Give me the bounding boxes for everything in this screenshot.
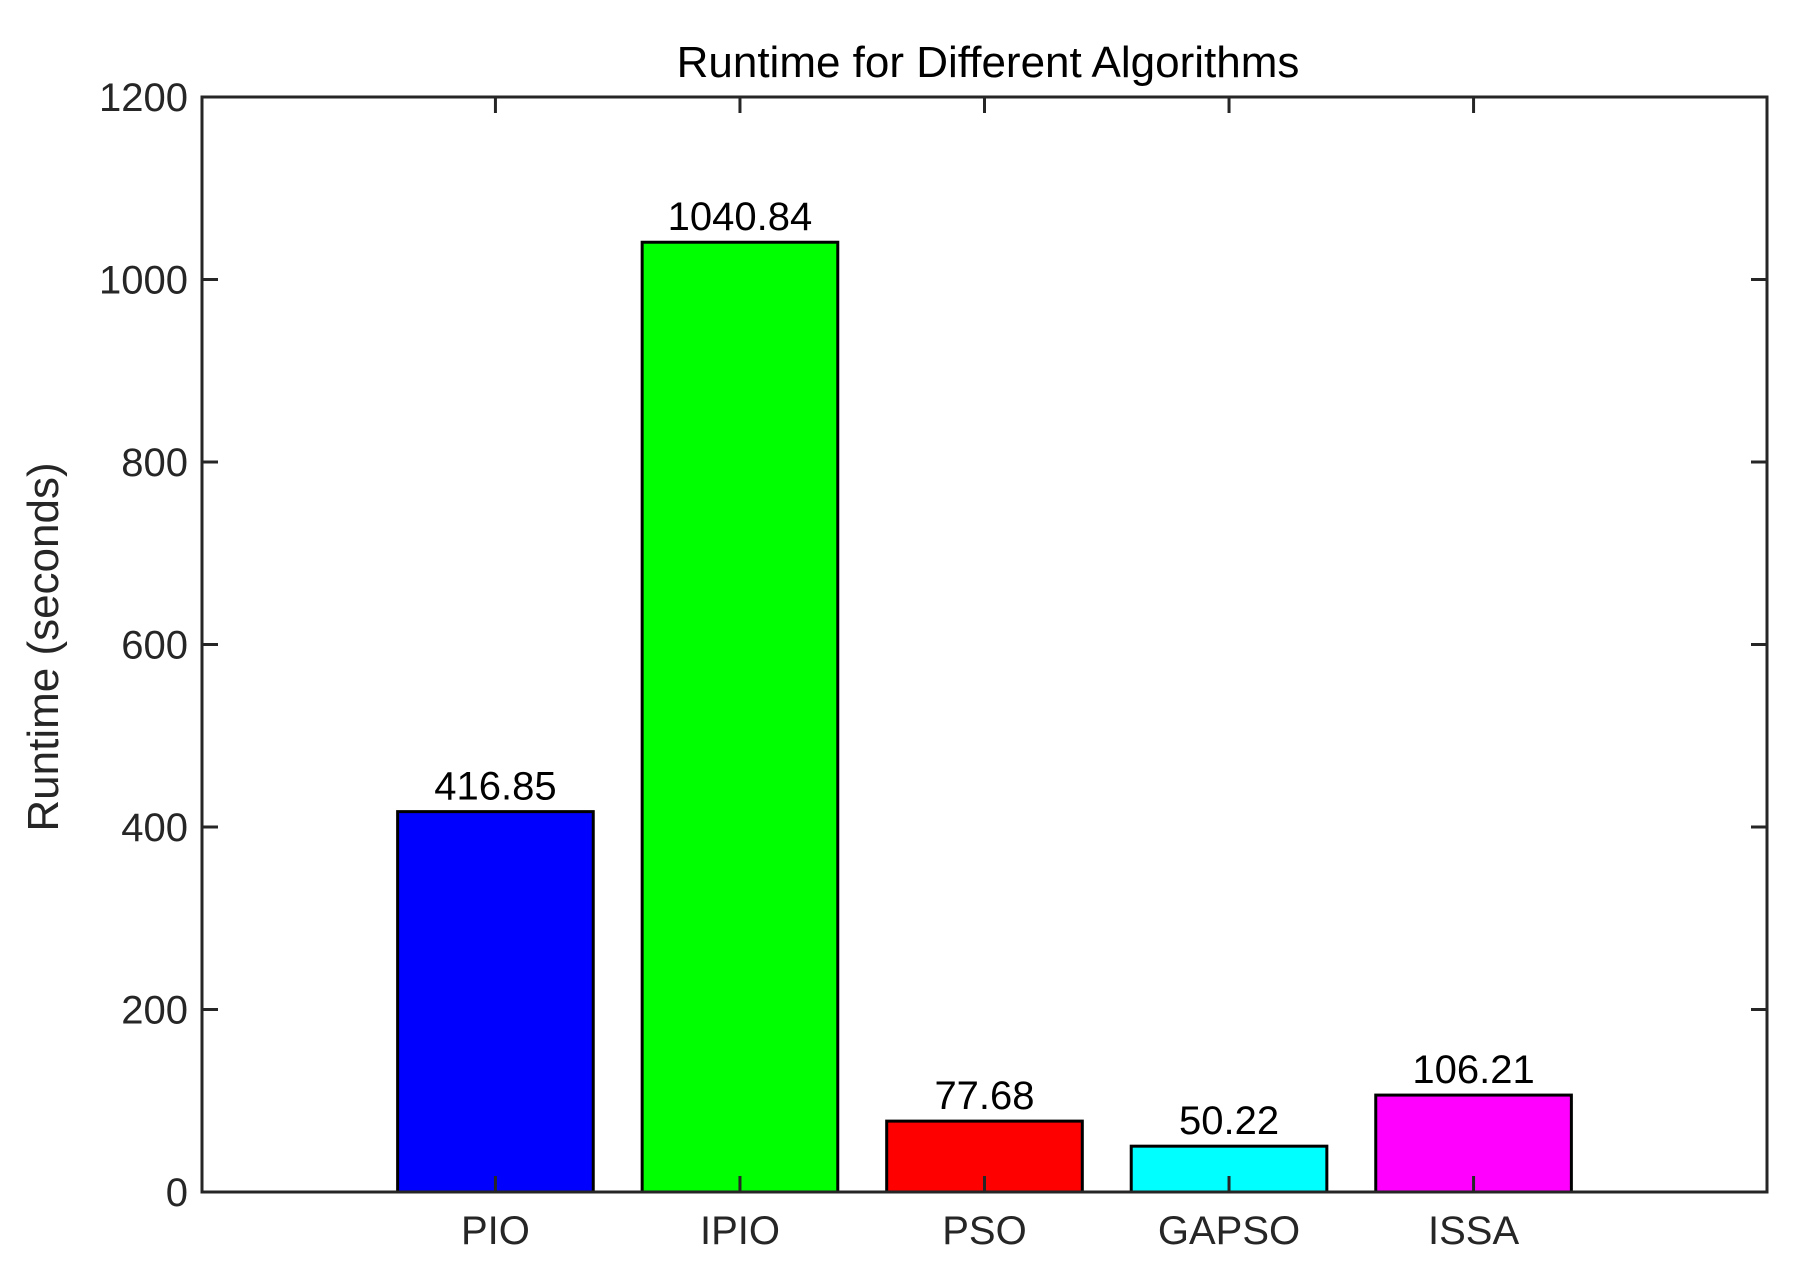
x-tick-label: PIO [461,1209,530,1253]
y-tick-label: 1200 [99,76,188,120]
x-tick-label: PSO [942,1209,1026,1253]
y-tick-label: 800 [121,441,188,485]
x-tick-label: ISSA [1428,1209,1519,1253]
data-label-pio: 416.85 [434,765,556,809]
chart-title: Runtime for Different Algorithms [677,38,1300,87]
bars-group: 416.85 1040.84 77.68 50.22 106.21 [396,195,1573,1194]
bar-pio [396,810,595,1194]
data-label-pso: 77.68 [934,1074,1034,1118]
x-tick-label: GAPSO [1158,1209,1300,1253]
y-tick-label: 0 [166,1171,188,1215]
y-tick-label: 600 [121,624,188,668]
x-tick-label: IPIO [700,1209,780,1253]
data-label-gapso: 50.22 [1179,1099,1279,1143]
y-tick-label: 400 [121,806,188,850]
axes-group: 0 200 400 600 800 1000 1200 PIO IPIO PSO GAPSO ISSA [99,76,1769,1253]
y-tick-label: 200 [121,989,188,1033]
data-label-ipio: 1040.84 [668,195,813,239]
y-axis-label: Runtime (seconds) [19,462,68,831]
y-tick-label: 1000 [99,259,188,303]
data-label-issa: 106.21 [1412,1048,1534,1092]
bar-ipio [640,240,840,1194]
